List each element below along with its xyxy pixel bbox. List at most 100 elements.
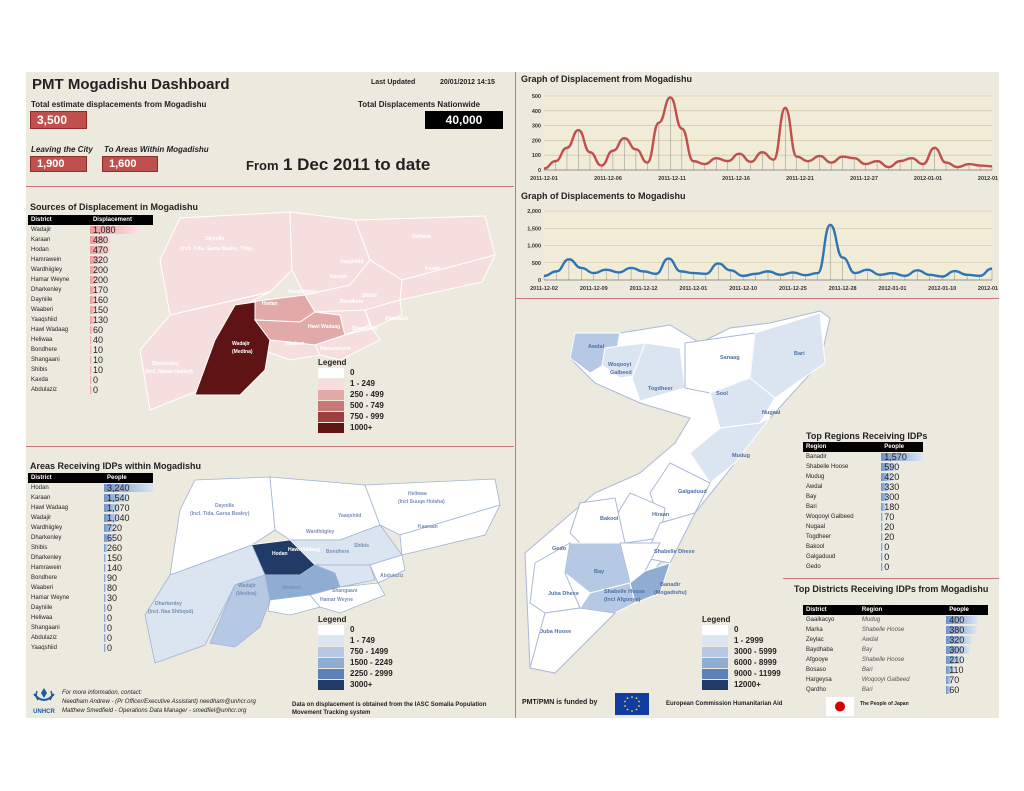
- legend-item: 9000 - 11999: [702, 668, 781, 679]
- row-name: Nugaal: [806, 524, 826, 530]
- value-bar: [946, 666, 955, 674]
- value-text: 300: [949, 645, 965, 655]
- col-people: People: [103, 473, 153, 483]
- table-row: Nugaal 20: [803, 522, 923, 532]
- top-districts-title: Top Districts Receiving IDPs from Mogadi…: [794, 584, 989, 594]
- legend-item: 0: [318, 367, 384, 378]
- row-value: 400: [946, 615, 988, 625]
- row-value: 20: [881, 522, 923, 532]
- value-text: 0: [92, 385, 98, 395]
- legend-item: 1 - 749: [318, 635, 393, 646]
- row-name: Heliwaa: [31, 615, 53, 621]
- value-bar: [881, 533, 884, 541]
- row-name: Hargeysa: [806, 677, 832, 683]
- value-bar: [103, 494, 128, 502]
- value-text: 0: [106, 633, 112, 643]
- y-tick-label: 300: [532, 124, 541, 130]
- table-row: Hamar Weyne 200: [28, 275, 153, 285]
- table-row: Dharkenley 170: [28, 285, 153, 295]
- value-bar: [946, 656, 963, 664]
- value-bar: [103, 614, 106, 622]
- table-row: Wardhiigley 720: [28, 523, 153, 533]
- row-name: Hawl Wadaag: [31, 327, 69, 333]
- row-value: 80: [103, 583, 153, 593]
- table-row: Marka Shabelle Hoose 380: [803, 625, 988, 635]
- x-tick-label: 2011-12-27: [850, 176, 878, 182]
- value-text: 150: [106, 553, 123, 563]
- svg-text:Hawl Wadaag: Hawl Wadaag: [308, 324, 340, 330]
- svg-text:Heliwaa: Heliwaa: [408, 491, 427, 497]
- svg-text:Mudug: Mudug: [732, 453, 750, 459]
- row-name: Heliwaa: [31, 337, 53, 343]
- table-row: Waaberi 80: [28, 583, 153, 593]
- row-name: Hodan: [31, 485, 49, 491]
- row-name: Wadajir: [31, 515, 52, 521]
- row-value: 470: [89, 245, 153, 255]
- legend-title: Legend: [702, 615, 731, 624]
- row-name: Banadir: [806, 454, 827, 460]
- row-name: Gedo: [806, 564, 821, 570]
- svg-text:Bondhere: Bondhere: [340, 299, 364, 305]
- row-name: Hamrawein: [31, 257, 62, 263]
- value-bar: [946, 616, 979, 624]
- value-bar: [89, 256, 105, 264]
- value-text: 1,080: [92, 225, 116, 235]
- row-name: Karaan: [31, 237, 51, 243]
- top-districts-table: District Region People Gaalkacyo Mudug 400…: [803, 605, 988, 695]
- contact-1: Needham Andrew - (Pr Officer/Executive A…: [62, 699, 256, 705]
- svg-text:Juba Hoose: Juba Hoose: [540, 629, 571, 635]
- value-text: 200: [92, 265, 108, 275]
- row-value: 140: [103, 563, 153, 573]
- value-bar: [103, 484, 154, 492]
- table-row: Gedo 0: [803, 562, 923, 572]
- svg-text:Woqooyi: Woqooyi: [608, 362, 632, 368]
- table-row: Karaan 480: [28, 235, 153, 245]
- legend-label: 750 - 1499: [350, 647, 389, 656]
- value-bar: [103, 524, 116, 532]
- value-bar: [89, 326, 93, 334]
- areas-legend: Legend 0 1 - 749 750 - 1499 1500 - 2249 2250…: [318, 615, 393, 690]
- value-text: 130: [92, 315, 108, 325]
- areas-title: Areas Receiving IDPs within Mogadishu: [30, 461, 202, 471]
- value-bar: [946, 646, 971, 654]
- table-row: Abdulaziz 0: [28, 633, 153, 643]
- table-row: Shibis 260: [28, 543, 153, 553]
- row-value: 420: [881, 472, 923, 482]
- period-date: 1 Dec 2011 to date: [282, 155, 431, 174]
- value-text: 650: [106, 533, 123, 543]
- y-tick-label: 1,000: [527, 244, 541, 250]
- y-tick-label: 2,000: [527, 209, 541, 215]
- row-name: Hodan: [31, 247, 49, 253]
- row-value: 300: [946, 645, 988, 655]
- row-value: 300: [881, 492, 923, 502]
- row-name: Wardhiigley: [31, 267, 63, 273]
- value-bar: [89, 226, 140, 234]
- row-name: Hamar Weyne: [31, 595, 70, 601]
- row-value: 1,070: [103, 503, 153, 513]
- leaving-label: Leaving the City: [31, 145, 93, 154]
- table-row: Hodan 3,240: [28, 483, 154, 493]
- row-name: Afgooye: [806, 657, 829, 663]
- value-text: 160: [92, 295, 108, 305]
- value-text: 1,070: [106, 503, 130, 513]
- row-name: Yaaqshiid: [31, 317, 57, 323]
- legend-label: 2250 - 2999: [350, 669, 393, 678]
- eu-flag-icon: [615, 693, 649, 715]
- divider: [515, 72, 516, 718]
- svg-text:(Mogadishu): (Mogadishu): [654, 590, 687, 596]
- row-name: Hawl Wadaag: [31, 505, 69, 511]
- row-value: 40: [89, 335, 153, 345]
- sources-map: Dayniile (Incl. Tida, Garsa Bealey, Tiba…: [140, 211, 496, 411]
- svg-text:Hamarweyne: Hamarweyne: [320, 346, 351, 352]
- row-value: 650: [103, 533, 153, 543]
- legend-swatch: [318, 646, 344, 657]
- x-tick-label: 2011-12-16: [722, 176, 750, 182]
- table-row: Bakool 0: [803, 542, 923, 552]
- value-bar: [103, 504, 121, 512]
- row-value: 160: [89, 295, 153, 305]
- table-row: Shibis 10: [28, 365, 153, 375]
- echo-text: European Commission Humanitarian Aid: [666, 701, 783, 707]
- row-name: Abdulaziz: [31, 387, 58, 393]
- leaving-value: 1,900: [30, 156, 87, 172]
- y-tick-label: 0: [538, 278, 541, 284]
